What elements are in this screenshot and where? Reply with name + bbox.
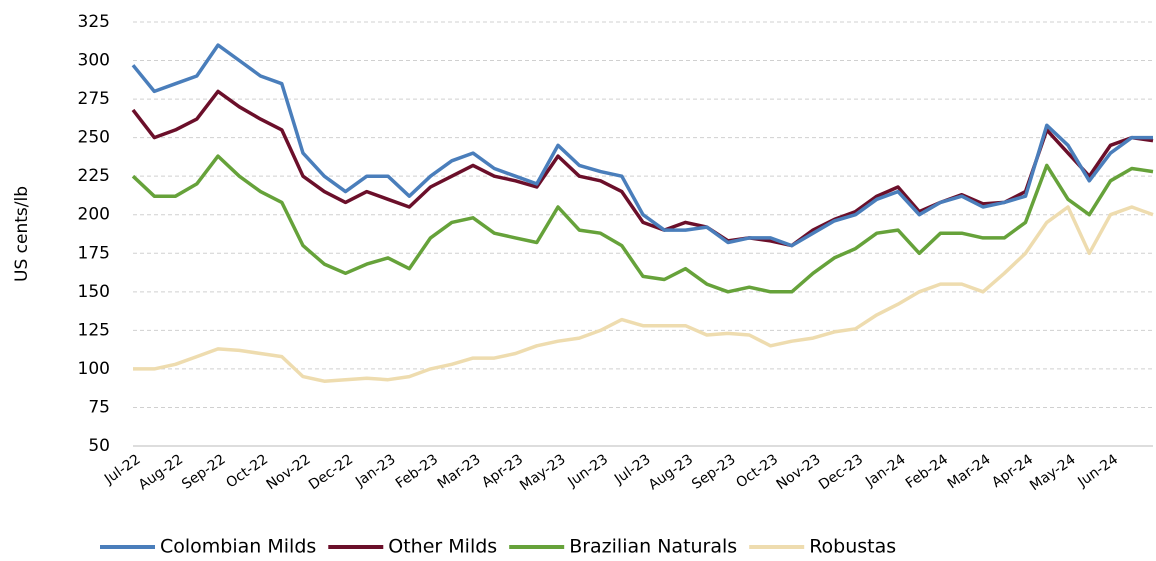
x-tick-label: Oct-23 — [733, 451, 781, 491]
x-tick-label: Aug-23 — [646, 451, 696, 493]
legend-label: Robustas — [809, 536, 896, 558]
y-tick-label: 225 — [78, 166, 110, 186]
x-tick-label: Dec-22 — [306, 451, 356, 493]
x-tick-label: Jun-24 — [1074, 451, 1121, 490]
legend-label: Brazilian Naturals — [569, 536, 737, 558]
x-tick-label: Feb-24 — [903, 451, 951, 491]
x-tick-label: Nov-23 — [774, 451, 824, 493]
x-tick-label: Jun-23 — [564, 451, 611, 490]
y-tick-label: 150 — [78, 282, 110, 302]
legend-label: Other Milds — [388, 536, 497, 558]
x-tick-label: Aug-22 — [136, 451, 186, 493]
y-tick-label: 200 — [78, 205, 110, 225]
x-tick-label: Nov-22 — [264, 451, 314, 493]
y-tick-label: 125 — [78, 320, 110, 340]
x-tick-label: May-23 — [517, 451, 568, 494]
x-tick-label: Feb-23 — [393, 451, 441, 491]
series-line — [131, 154, 1154, 294]
series-line — [131, 89, 1154, 248]
y-tick-label: 75 — [88, 397, 110, 417]
series-line — [133, 205, 1154, 383]
x-tick-label: Sep-22 — [179, 451, 229, 492]
y-tick-label: 175 — [78, 243, 110, 263]
y-axis-label: US cents/lb — [12, 186, 32, 282]
x-tick-label: Jan-24 — [862, 451, 908, 490]
y-tick-label: 100 — [78, 359, 110, 379]
x-tick-label: Dec-23 — [816, 451, 866, 493]
y-tick-label: 325 — [78, 12, 110, 32]
y-tick-label: 300 — [78, 51, 110, 71]
x-tick-label: Oct-22 — [223, 451, 271, 491]
series-line — [131, 43, 1153, 248]
y-tick-label: 50 — [88, 436, 110, 456]
x-tick-label: May-24 — [1027, 451, 1078, 494]
legend-label: Colombian Milds — [160, 536, 316, 558]
y-tick-label: 275 — [78, 89, 110, 109]
x-tick-label: Mar-24 — [945, 451, 994, 492]
x-tick-label: Sep-23 — [689, 451, 739, 492]
x-tick-label: Jan-23 — [352, 451, 398, 490]
x-tick-label: Mar-23 — [435, 451, 484, 492]
y-tick-label: 250 — [78, 128, 110, 148]
